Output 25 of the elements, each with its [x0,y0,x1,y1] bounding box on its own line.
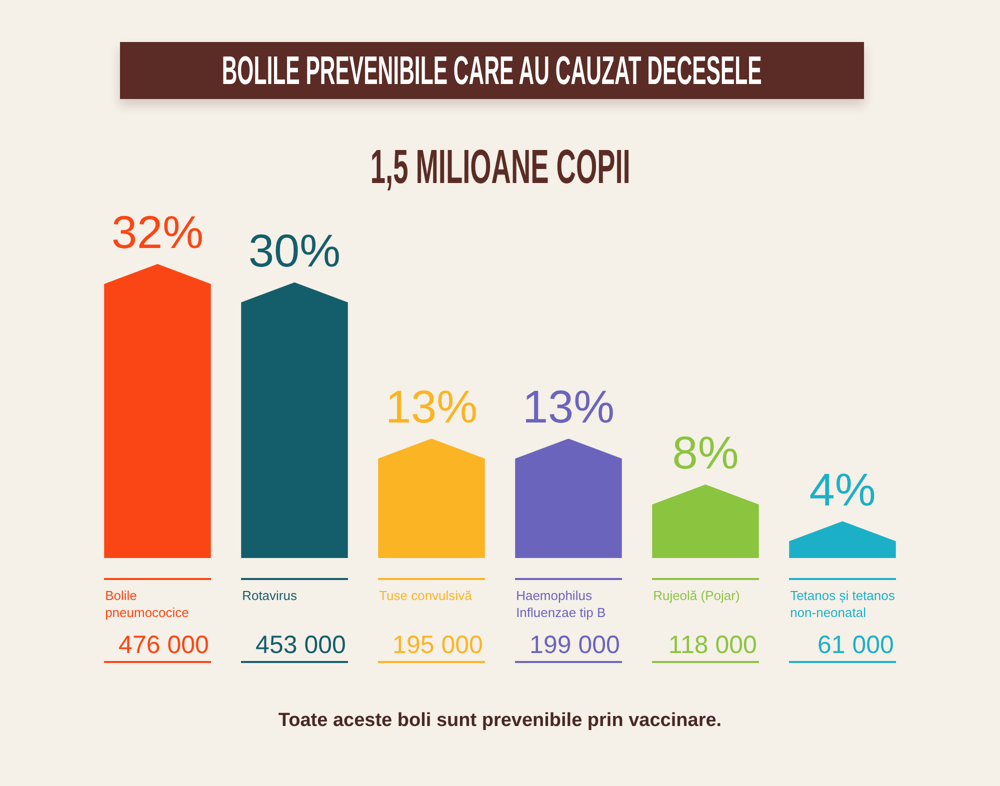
data-label: 8% [672,426,739,478]
text: Toate aceste boli sunt prevenibile prin vaccinare. [277,709,723,733]
bar [378,438,485,558]
text: 476 000 [118,631,209,659]
text: 61 000 [817,631,894,659]
data-label: 32% [111,206,204,258]
data-label: 13% [522,380,615,433]
x-tick-label: Rotavirus [242,588,298,603]
text: 199 000 [530,631,620,659]
x-tick-label: Tetanos și tetanos non-neonatal [790,588,896,620]
chart-subtitle: 1,5 MILIOANE COPII [370,141,630,194]
x-tick-label: Haemophilus Influenzae tip B [516,588,606,620]
bar [104,264,211,558]
x-tick-label: Rujeolă (Pojar) [653,588,740,603]
text: 118 000 [668,631,757,659]
bar [241,282,348,558]
x-tick-label: Tuse convulsivă [379,588,473,603]
data-label: 13% [385,380,478,433]
data-label: 30% [248,224,341,276]
bar [515,438,622,558]
chart-title: BOLILE PREVENIBILE CARE AU CAUZAT DECESELE [222,48,762,92]
text: 195 000 [392,631,483,659]
x-tick-label: Bolile pneumococice [105,588,189,620]
text: 453 000 [256,631,346,659]
data-label: 4% [809,463,876,516]
